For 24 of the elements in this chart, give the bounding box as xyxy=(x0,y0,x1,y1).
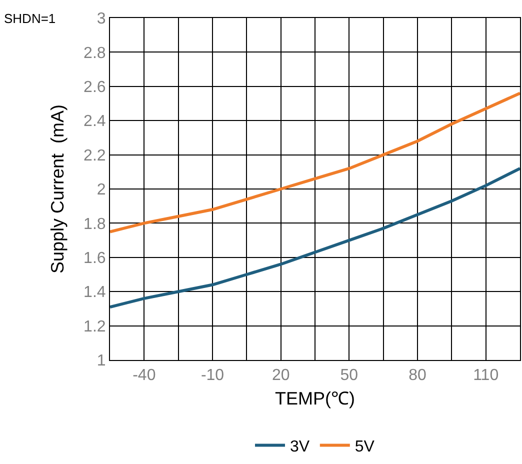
y-tick-label: 1.6 xyxy=(84,250,106,267)
y-tick-label: 1.8 xyxy=(84,216,106,233)
y-tick-label: 2.2 xyxy=(84,147,106,164)
y-tick-label: 2.4 xyxy=(84,113,106,130)
line-series xyxy=(110,166,520,308)
y-tick-label: 3 xyxy=(96,10,106,28)
x-tick-label: -40 xyxy=(132,367,156,384)
x-tick-label: 50 xyxy=(340,367,358,384)
text: SHDN=1 xyxy=(4,11,56,26)
y-axis-title: Supply Current (mA) xyxy=(48,104,68,274)
x-tick-label: 20 xyxy=(272,367,290,384)
y-tick-label: 1.4 xyxy=(84,284,106,302)
legend-label: 5V xyxy=(354,438,375,456)
x-tick-label: 80 xyxy=(408,367,426,384)
y-tick-label: 2.8 xyxy=(84,44,106,62)
y-tick-label: 1 xyxy=(96,352,106,370)
y-tick-label: 2.6 xyxy=(84,79,106,96)
x-tick-label: 110 xyxy=(473,367,499,384)
x-tick-label: -10 xyxy=(200,367,224,384)
y-tick-label: 2 xyxy=(96,182,106,199)
line-series xyxy=(110,92,520,234)
y-tick-label: 1.2 xyxy=(84,318,106,336)
x-axis-title: TEMP(℃) xyxy=(275,388,355,408)
legend-label: 3V xyxy=(290,438,310,456)
